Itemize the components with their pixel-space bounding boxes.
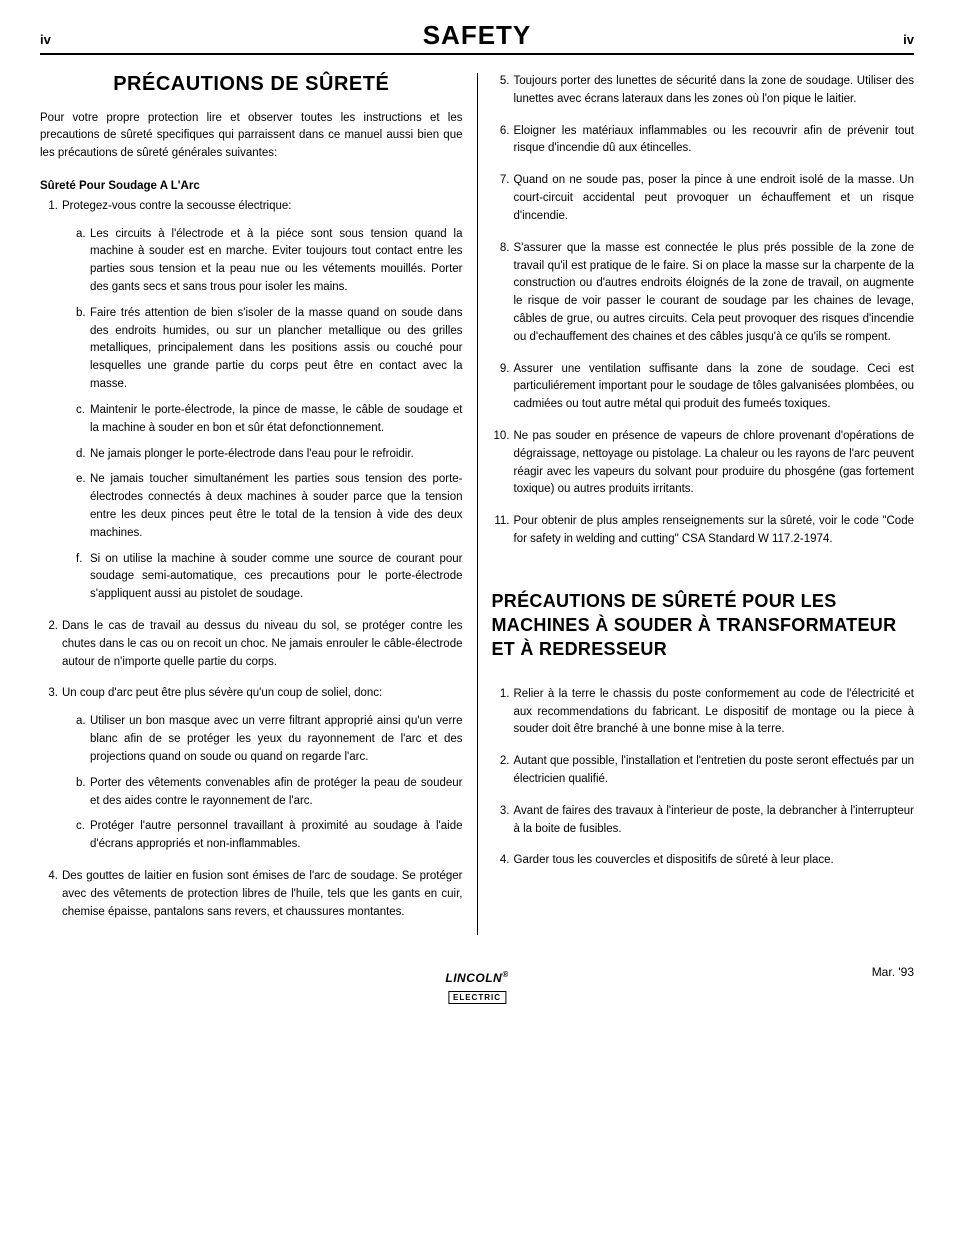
- page-title: SAFETY: [80, 20, 874, 51]
- list-item: 11.Pour obtenir de plus amples renseigne…: [492, 513, 915, 549]
- item-number: 10.: [492, 428, 510, 446]
- logo-text-top: LINCOLN: [445, 971, 502, 985]
- subitem-text: Protéger l'autre personnel travaillant à…: [90, 820, 463, 850]
- subitem-letter: c.: [76, 402, 85, 420]
- subitem-text: Ne jamais plonger le porte-électrode dan…: [90, 448, 414, 460]
- item-text: S'assurer que la masse est connectée le …: [514, 242, 915, 343]
- list-item: 2.Autant que possible, l'installation et…: [492, 753, 915, 789]
- subitem-letter: a.: [76, 226, 86, 244]
- item-number: 2.: [40, 618, 58, 636]
- item-text: Garder tous les couvercles et dispositif…: [514, 854, 834, 866]
- item-number: 5.: [492, 73, 510, 91]
- section2-ordered-list: 1.Relier à la terre le chassis du poste …: [492, 686, 915, 871]
- section2-title: PRÉCAUTIONS DE SÛRETÉ POUR LES MACHINES …: [492, 589, 915, 662]
- left-column: PRÉCAUTIONS DE SÛRETÉ Pour votre propre …: [40, 73, 478, 935]
- subitem-letter: f.: [76, 551, 82, 569]
- list-item: 6.Eloigner les matériaux inflammables ou…: [492, 123, 915, 159]
- sublist-item: f. Si on utilise la machine à souder comm…: [76, 551, 463, 604]
- subitem-letter: b.: [76, 305, 86, 323]
- sublist: a.Utiliser un bon masque avec un verre f…: [62, 713, 463, 854]
- item-number: 4.: [492, 852, 510, 870]
- page-footer: LINCOLN® ELECTRIC Mar. '93: [40, 965, 914, 1015]
- content-columns: PRÉCAUTIONS DE SÛRETÉ Pour votre propre …: [40, 73, 914, 935]
- sublist-item: c. Protéger l'autre personnel travaillant…: [76, 818, 463, 854]
- list-item: 5.Toujours porter des lunettes de sécuri…: [492, 73, 915, 109]
- item-text: Un coup d'arc peut être plus sévère qu'u…: [62, 687, 382, 699]
- subitem-text: Les circuits à l'électrode et à la piéce…: [90, 228, 463, 293]
- intro-paragraph: Pour votre propre protection lire et obs…: [40, 110, 463, 162]
- item-text: Pour obtenir de plus amples renseignemen…: [514, 515, 915, 545]
- sublist-item: d. Ne jamais plonger le porte-électrode d…: [76, 446, 463, 464]
- subitem-text: Utiliser un bon masque avec un verre fil…: [90, 715, 463, 763]
- item-text: Relier à la terre le chassis du poste co…: [514, 688, 915, 736]
- subheading: Sûreté Pour Soudage A L'Arc: [40, 180, 463, 192]
- brand-logo: LINCOLN® ELECTRIC: [445, 969, 508, 1005]
- subitem-text: Maintenir le porte-électrode, la pince d…: [90, 404, 463, 434]
- subitem-text: Ne jamais toucher simultanément les part…: [90, 473, 463, 538]
- list-item: 9.Assurer une ventilation suffisante dan…: [492, 361, 915, 414]
- sublist: a.Les circuits à l'électrode et à la pié…: [62, 226, 463, 604]
- subitem-text: Faire trés attention de bien s'isoler de…: [90, 307, 463, 390]
- item-text: Toujours porter des lunettes de sécurité…: [514, 75, 915, 105]
- list-item: 3.Avant de faires des travaux à l'interi…: [492, 803, 915, 839]
- item-text: Ne pas souder en présence de vapeurs de …: [514, 430, 915, 495]
- list-item: 4.Des gouttes de laitier en fusion sont …: [40, 868, 463, 921]
- left-ordered-list: 1. Protegez-vous contre la secousse élect…: [40, 198, 463, 922]
- item-number: 4.: [40, 868, 58, 886]
- page-header: iv SAFETY iv: [40, 20, 914, 55]
- item-text: Eloigner les matériaux inflammables ou l…: [514, 125, 915, 155]
- item-number: 7.: [492, 172, 510, 190]
- section-title: PRÉCAUTIONS DE SÛRETÉ: [40, 73, 463, 96]
- sublist-item: e.Ne jamais toucher simultanément les pa…: [76, 471, 463, 542]
- subitem-letter: b.: [76, 775, 86, 793]
- sublist-item: b.Faire trés attention de bien s'isoler …: [76, 305, 463, 394]
- list-item: 7.Quand on ne soude pas, poser la pince …: [492, 172, 915, 225]
- subitem-letter: d.: [76, 446, 86, 464]
- item-text: Autant que possible, l'installation et l…: [514, 755, 915, 785]
- page-number-left: iv: [40, 32, 80, 47]
- list-item: 1. Protegez-vous contre la secousse élect…: [40, 198, 463, 604]
- subitem-letter: e.: [76, 471, 86, 489]
- logo-text-bottom: ELECTRIC: [448, 991, 506, 1004]
- item-text: Avant de faires des travaux à l'interieu…: [514, 805, 915, 835]
- list-item: 3. Un coup d'arc peut être plus sévère qu…: [40, 685, 463, 854]
- sublist-item: c. Maintenir le porte-électrode, la pince…: [76, 402, 463, 438]
- item-number: 8.: [492, 240, 510, 258]
- item-number: 11.: [492, 513, 510, 531]
- list-item: 8.S'assurer que la masse est connectée l…: [492, 240, 915, 347]
- item-number: 3.: [492, 803, 510, 821]
- footer-date: Mar. '93: [872, 965, 914, 979]
- item-text: Protegez-vous contre la secousse électri…: [62, 200, 291, 212]
- item-number: 3.: [40, 685, 58, 703]
- item-number: 1.: [40, 198, 58, 216]
- item-number: 2.: [492, 753, 510, 771]
- list-item: 10.Ne pas souder en présence de vapeurs …: [492, 428, 915, 499]
- item-number: 6.: [492, 123, 510, 141]
- item-text: Assurer une ventilation suffisante dans …: [514, 363, 915, 411]
- item-number: 1.: [492, 686, 510, 704]
- subitem-letter: c.: [76, 818, 85, 836]
- list-item: 1.Relier à la terre le chassis du poste …: [492, 686, 915, 739]
- registered-icon: ®: [502, 970, 508, 979]
- item-text: Quand on ne soude pas, poser la pince à …: [514, 174, 915, 222]
- sublist-item: a.Utiliser un bon masque avec un verre f…: [76, 713, 463, 766]
- page-number-right: iv: [874, 32, 914, 47]
- right-ordered-list: 5.Toujours porter des lunettes de sécuri…: [492, 73, 915, 549]
- item-number: 9.: [492, 361, 510, 379]
- list-item: 2.Dans le cas de travail au dessus du ni…: [40, 618, 463, 671]
- right-column: 5.Toujours porter des lunettes de sécuri…: [478, 73, 915, 935]
- sublist-item: b.Porter des vêtements convenables afin …: [76, 775, 463, 811]
- sublist-item: a.Les circuits à l'électrode et à la pié…: [76, 226, 463, 297]
- subitem-text: Si on utilise la machine à souder comme …: [90, 553, 463, 601]
- subitem-letter: a.: [76, 713, 86, 731]
- item-text: Des gouttes de laitier en fusion sont ém…: [62, 870, 463, 918]
- list-item: 4. Garder tous les couvercles et disposit…: [492, 852, 915, 870]
- subitem-text: Porter des vêtements convenables afin de…: [90, 777, 463, 807]
- item-text: Dans le cas de travail au dessus du nive…: [62, 620, 463, 668]
